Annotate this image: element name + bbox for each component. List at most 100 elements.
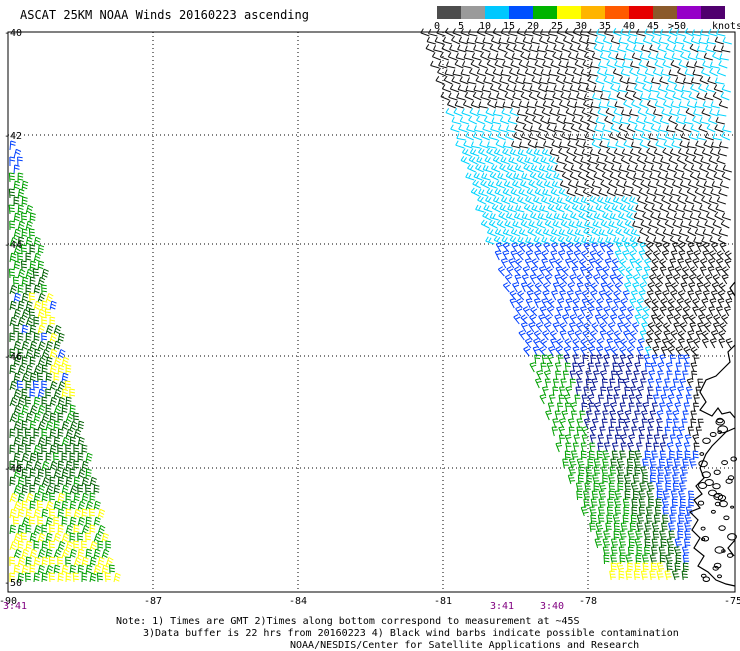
wind-barb xyxy=(516,28,526,37)
wind-barb xyxy=(580,156,590,165)
wind-barb xyxy=(510,188,520,197)
wind-barb xyxy=(481,85,491,93)
wind-barb xyxy=(674,306,682,317)
wind-barb xyxy=(537,84,547,93)
wind-barb xyxy=(721,314,729,325)
wind-barb xyxy=(711,180,721,189)
wind-barb xyxy=(498,124,508,133)
wind-barb xyxy=(600,386,607,397)
wind-barb xyxy=(715,306,723,317)
wind-barb xyxy=(648,93,658,101)
wind-barb xyxy=(674,266,682,277)
wind-barb xyxy=(582,330,590,341)
wind-barb xyxy=(686,100,696,109)
wind-barb xyxy=(591,139,601,149)
wind-barb xyxy=(566,147,576,157)
wind-barb xyxy=(625,274,633,285)
wind-barb xyxy=(667,298,675,309)
note-line-2: 3)Data buffer is 22 hrs from 20160223 4)… xyxy=(143,628,679,639)
wind-barb xyxy=(619,450,627,461)
wind-barb xyxy=(33,476,41,487)
wind-barb xyxy=(464,45,475,53)
wind-barb xyxy=(25,284,32,295)
wind-barb xyxy=(526,282,534,293)
wind-barb xyxy=(13,388,22,399)
legend-swatch xyxy=(701,6,725,19)
wind-barb xyxy=(41,508,49,519)
wind-barb xyxy=(669,108,679,117)
wind-barb xyxy=(677,338,685,349)
wind-barb xyxy=(497,172,507,181)
wind-barb xyxy=(485,236,495,245)
wind-barb xyxy=(462,100,472,109)
wind-barb xyxy=(567,180,577,189)
wind-barb xyxy=(630,482,639,493)
wind-barb xyxy=(620,522,628,533)
wind-barb xyxy=(647,180,657,189)
wind-barb xyxy=(542,282,550,293)
wind-barb xyxy=(482,211,492,221)
wind-barb xyxy=(680,92,690,101)
wind-barb xyxy=(20,244,27,255)
wind-barb xyxy=(661,236,671,245)
wind-barb xyxy=(615,53,625,61)
wind-barb xyxy=(613,148,623,157)
wind-barb xyxy=(675,76,685,85)
wind-barb xyxy=(576,133,586,141)
wind-barb xyxy=(678,242,686,253)
wind-barb xyxy=(620,68,630,77)
wind-barb xyxy=(441,84,451,93)
wind-barb xyxy=(61,549,70,559)
wind-barb xyxy=(623,330,631,341)
wind-barb xyxy=(13,292,21,303)
wind-barb xyxy=(13,564,21,575)
wind-barb xyxy=(651,538,659,549)
wind-barb xyxy=(567,474,576,485)
wind-barb xyxy=(706,123,716,133)
wind-barb xyxy=(500,258,508,269)
wind-barb xyxy=(560,219,570,229)
wind-barb xyxy=(647,322,655,333)
wind-barb xyxy=(656,562,665,573)
wind-barb xyxy=(93,533,102,543)
wind-barb xyxy=(607,322,615,333)
wind-barb xyxy=(668,69,678,77)
wind-barb xyxy=(576,282,584,293)
wind-barb xyxy=(474,36,484,45)
wind-barb xyxy=(599,52,609,61)
wind-barb xyxy=(45,564,54,575)
wind-barb xyxy=(678,101,688,109)
wind-barb xyxy=(433,45,443,53)
wind-barb xyxy=(621,195,631,205)
wind-barb xyxy=(502,242,510,253)
wind-barb xyxy=(662,506,669,517)
wind-barb xyxy=(617,266,625,277)
wind-barb xyxy=(600,219,610,229)
wind-barb xyxy=(9,413,18,423)
island xyxy=(727,553,734,558)
wind-barb xyxy=(512,92,522,101)
wind-barb xyxy=(500,28,510,37)
lon-tick-label: -75 xyxy=(724,596,740,607)
wind-barb xyxy=(21,564,29,575)
wind-barb xyxy=(37,564,45,575)
wind-barb xyxy=(61,356,70,367)
wind-barb xyxy=(724,258,732,269)
wind-barb xyxy=(566,250,574,261)
wind-barb xyxy=(630,141,641,149)
wind-barb xyxy=(657,474,664,485)
wind-barb xyxy=(709,236,719,245)
wind-barb xyxy=(616,410,624,421)
wind-barb xyxy=(515,306,523,317)
swath-time-label: 3:41 xyxy=(490,601,514,612)
wind-barb xyxy=(688,220,698,229)
wind-barb xyxy=(558,228,568,237)
wind-barb xyxy=(57,396,66,407)
wind-barb xyxy=(627,116,637,125)
wind-barb xyxy=(677,290,685,301)
wind-barb xyxy=(587,458,594,469)
wind-barb xyxy=(643,116,653,125)
wind-barb xyxy=(623,242,631,253)
wind-barb xyxy=(699,164,708,173)
